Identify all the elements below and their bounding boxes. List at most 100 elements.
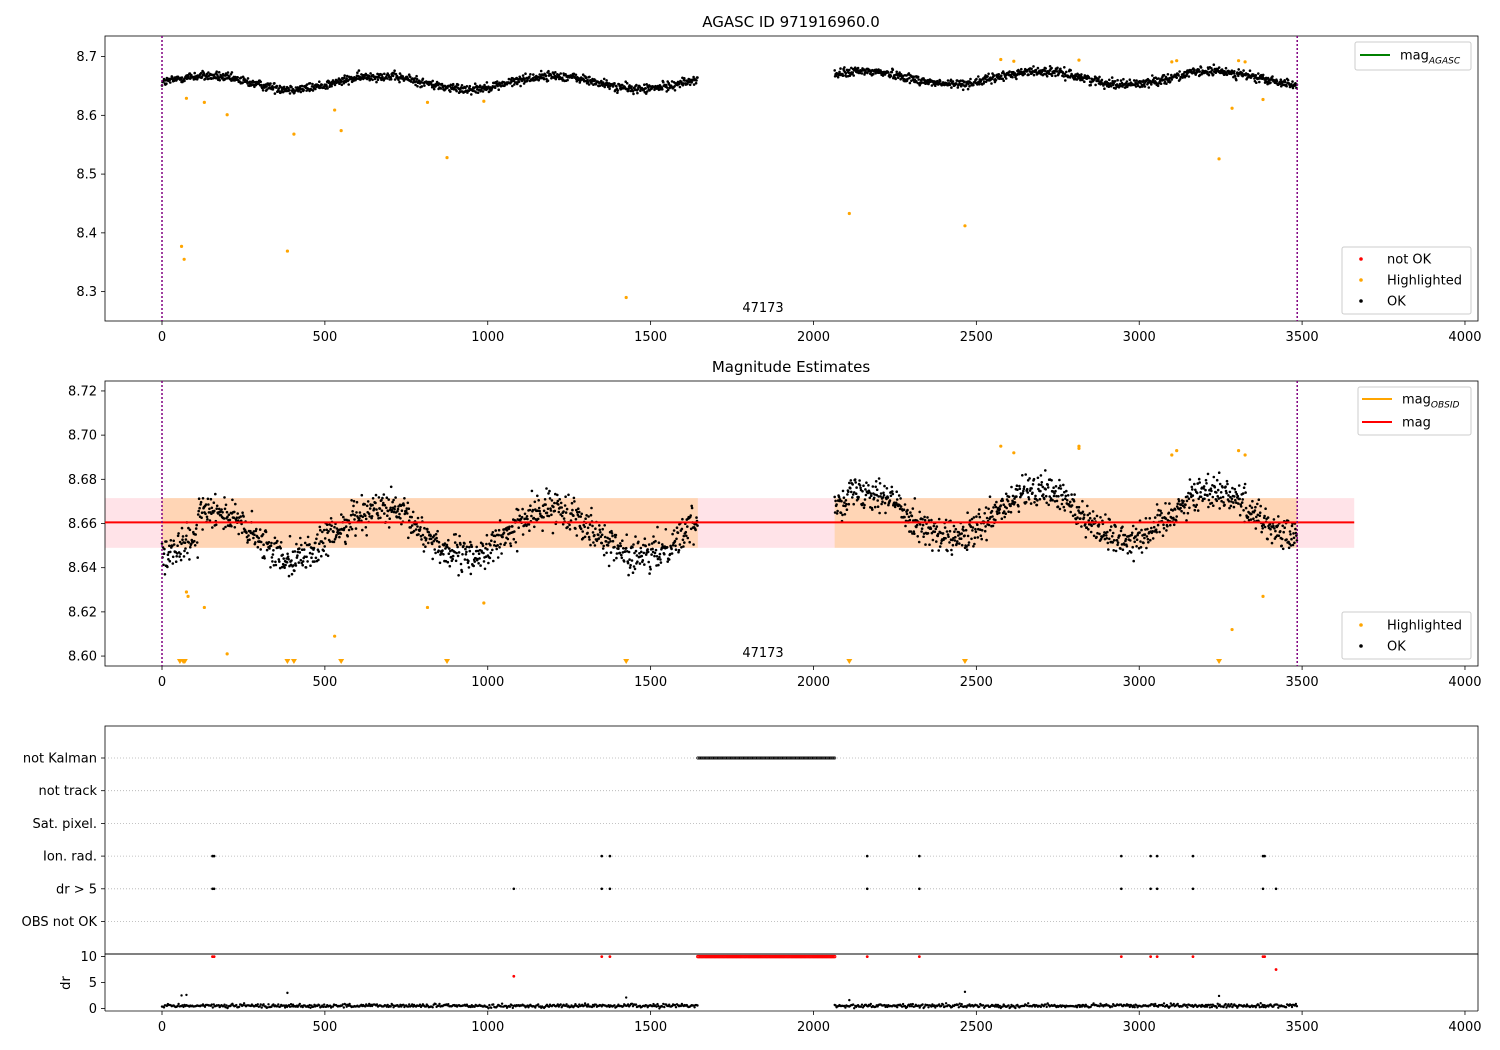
ok-point [1197, 497, 1200, 501]
ok-point [1224, 66, 1228, 70]
dr-point [217, 1004, 220, 1007]
ok-point [1210, 501, 1214, 505]
highlighted-point [333, 108, 337, 112]
ok-point [1047, 503, 1050, 507]
ok-point [636, 91, 639, 95]
ok-point [1044, 67, 1047, 70]
ok-point [410, 515, 414, 519]
ok-point [920, 530, 923, 533]
ok-point [451, 82, 455, 86]
ok-point [1131, 524, 1135, 528]
ok-point [1018, 484, 1021, 488]
ok-point [1197, 68, 1200, 71]
ok-point [390, 508, 394, 512]
ok-point [1112, 539, 1116, 542]
ok-point [1057, 495, 1060, 498]
ok-point [472, 564, 476, 568]
ok-point [1000, 517, 1004, 520]
ok-point [597, 537, 601, 540]
ok-point [264, 530, 268, 534]
ok-point [177, 532, 180, 535]
ok-point [476, 91, 480, 94]
ok-point [638, 562, 642, 565]
ok-point [1087, 76, 1091, 80]
ok-point [1017, 504, 1020, 508]
ok-point [917, 78, 920, 81]
dr-point [242, 1002, 246, 1005]
dr-point [283, 1004, 286, 1007]
ok-point [924, 543, 927, 546]
ok-point [1032, 73, 1036, 77]
ok-point [918, 523, 922, 526]
ok-point [1179, 503, 1183, 507]
ok-point [642, 551, 646, 555]
ok-point [1236, 494, 1240, 498]
ok-point [1057, 486, 1061, 490]
ok-point [268, 547, 271, 550]
dr-point [241, 1004, 245, 1007]
below-range-marker [961, 659, 968, 664]
ok-point [1258, 80, 1261, 84]
ok-point [521, 507, 524, 511]
flag-row-label: OBS not OK [22, 915, 98, 930]
ok-point [1096, 79, 1100, 83]
ok-point [894, 503, 897, 507]
ok-point [1291, 80, 1294, 83]
ok-point [1028, 489, 1032, 492]
legend-point-swatch [1359, 623, 1363, 627]
ok-point [485, 542, 488, 546]
ok-point [1228, 490, 1232, 494]
ok-point [680, 527, 684, 531]
ok-point [673, 539, 677, 543]
ok-point [991, 515, 994, 518]
dr-point [573, 1004, 576, 1008]
x-tick-label: 3500 [1286, 675, 1319, 690]
ok-point [457, 574, 460, 577]
ok-point [490, 539, 493, 542]
ok-point [458, 534, 461, 538]
ok-point [1177, 74, 1180, 77]
ok-point [214, 76, 218, 80]
ok-point [210, 512, 213, 515]
ok-point [984, 506, 988, 509]
dr-point [182, 1005, 185, 1009]
ok-point [544, 503, 547, 506]
ok-point [1290, 537, 1293, 541]
ok-point [621, 539, 624, 542]
ok-point [242, 515, 245, 518]
ok-point [201, 497, 205, 500]
ok-point [885, 487, 889, 490]
ok-point [545, 487, 548, 490]
ok-point [525, 515, 529, 518]
ok-point [649, 567, 652, 571]
ok-point [1118, 534, 1121, 537]
ok-point [187, 526, 190, 530]
ok-point [265, 88, 269, 91]
x-tick-label: 4000 [1448, 1020, 1481, 1035]
ok-point [594, 527, 597, 530]
ok-point [1140, 528, 1143, 532]
ok-point [338, 535, 341, 539]
ok-point [1204, 478, 1208, 482]
ok-point [1058, 478, 1061, 482]
ok-point [1196, 509, 1200, 512]
ok-point [481, 90, 485, 93]
ok-point [1162, 523, 1165, 527]
ok-point [1119, 547, 1122, 550]
ok-point [455, 543, 459, 547]
ok-point [985, 538, 988, 542]
ok-point [1040, 483, 1043, 487]
ok-point [600, 541, 604, 545]
below-range-marker [623, 659, 630, 664]
ok-point [840, 499, 843, 503]
ok-point [600, 533, 604, 537]
ok-point [182, 555, 186, 558]
ok-point [1002, 503, 1005, 507]
ok-point [917, 540, 921, 544]
ok-point [854, 481, 857, 484]
ok-point [891, 490, 894, 493]
dr-point [693, 1006, 696, 1009]
ok-point [659, 561, 663, 564]
ok-point [1274, 529, 1277, 533]
ok-point [259, 540, 263, 544]
